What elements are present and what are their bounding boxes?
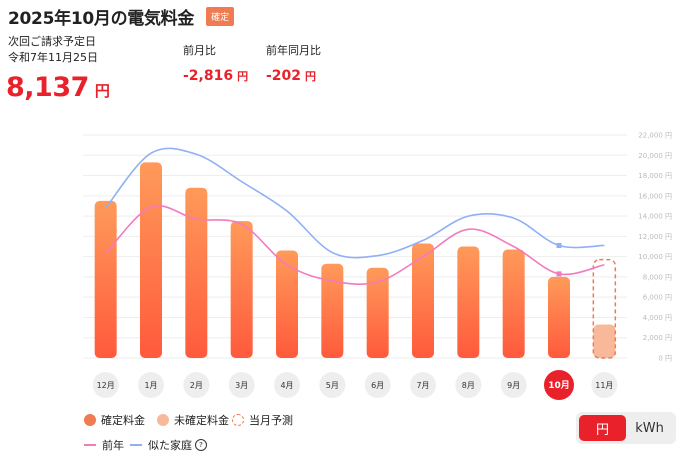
legend-confirmed-label: 確定料金 xyxy=(101,414,145,427)
confirmed-bar[interactable] xyxy=(366,267,389,358)
billing-info: 次回ご請求予定日 令和7年11月25日 xyxy=(8,34,98,66)
month-chip[interactable] xyxy=(500,372,527,398)
y-tick-label: 22,000 円 xyxy=(638,132,672,140)
x-tick-label[interactable]: 1月 xyxy=(144,381,157,390)
legend-unconfirmed: 未確定料金 xyxy=(157,412,229,428)
legend-similar: 似た家庭 ? xyxy=(130,437,207,453)
y-tick-label: 6,000 円 xyxy=(643,294,672,302)
y-tick-label: 0 円 xyxy=(658,355,672,363)
similar-homes-point xyxy=(556,242,562,248)
x-tick-label[interactable]: 11月 xyxy=(595,381,613,390)
mom-value: -2,816 xyxy=(183,68,234,84)
forecast-dashed-icon xyxy=(232,414,244,426)
total-amount: 8,137 円 xyxy=(6,72,110,103)
confirmed-bar[interactable] xyxy=(230,221,253,358)
confirmed-bar[interactable] xyxy=(412,243,434,358)
y-tick-label: 16,000 円 xyxy=(638,192,672,200)
amount-value: 8,137 xyxy=(6,72,89,103)
y-tick-label: 2,000 円 xyxy=(643,334,672,342)
month-chip[interactable] xyxy=(274,372,300,398)
confirmed-bar[interactable] xyxy=(276,250,298,358)
confirmed-bar[interactable] xyxy=(548,276,570,358)
mom-unit: 円 xyxy=(237,70,249,83)
unit-toggle: 円 kWh xyxy=(576,412,676,444)
mom-label: 前月比 xyxy=(183,44,216,57)
year-over-year: 前年同月比 -202 円 xyxy=(266,42,321,84)
next-billing-date: 令和7年11月25日 xyxy=(8,51,98,64)
month-chip[interactable] xyxy=(410,372,436,398)
legend-prev-year: 前年 xyxy=(84,437,124,453)
prev-year-line-icon xyxy=(84,444,96,446)
confirmed-bar[interactable] xyxy=(502,249,525,358)
confirmed-dot-icon xyxy=(84,414,96,426)
unconfirmed-dot-icon xyxy=(157,414,169,426)
x-tick-label[interactable]: 8月 xyxy=(462,381,475,390)
legend-forecast-label: 当月予測 xyxy=(249,414,293,427)
y-tick-label: 12,000 円 xyxy=(638,233,672,241)
month-chip[interactable] xyxy=(364,372,391,398)
month-chip[interactable] xyxy=(319,372,346,398)
help-icon[interactable]: ? xyxy=(195,439,207,451)
x-tick-label[interactable]: 12月 xyxy=(97,381,115,390)
month-chip[interactable] xyxy=(544,370,574,400)
legend-confirmed: 確定料金 xyxy=(84,412,145,428)
y-tick-label: 4,000 円 xyxy=(643,314,672,322)
y-tick-label: 20,000 円 xyxy=(638,152,672,160)
month-chip[interactable] xyxy=(138,372,164,398)
yoy-value: -202 xyxy=(266,68,302,84)
y-tick-label: 18,000 円 xyxy=(638,172,672,180)
month-chip[interactable] xyxy=(591,372,618,398)
confirmed-bar[interactable] xyxy=(321,263,344,358)
y-tick-label: 8,000 円 xyxy=(643,273,672,281)
x-tick-label[interactable]: 9月 xyxy=(507,381,520,390)
confirmed-bar[interactable] xyxy=(140,162,162,358)
amount-unit: 円 xyxy=(94,82,110,100)
month-chip[interactable] xyxy=(183,372,210,398)
title-row: 2025年10月の電気料金 確定 xyxy=(8,4,235,29)
legend-unconfirmed-label: 未確定料金 xyxy=(174,414,229,427)
legend-forecast: 当月予測 xyxy=(232,412,293,428)
y-tick-label: 14,000 円 xyxy=(638,213,672,221)
forecast-bar[interactable] xyxy=(592,258,617,359)
page-title: 2025年10月の電気料金 xyxy=(8,9,195,29)
x-tick-label[interactable]: 6月 xyxy=(371,381,384,390)
confirmed-bar[interactable] xyxy=(457,246,480,359)
x-tick-label[interactable]: 3月 xyxy=(235,381,248,390)
confirmed-bar[interactable] xyxy=(185,187,208,358)
bill-chart: 0 円 2,000 円 4,000 円 6,000 円 8,000 円 10,000 円 1… xyxy=(83,132,672,400)
prev-year-point xyxy=(556,271,562,277)
month-chip[interactable] xyxy=(92,372,119,398)
similar-homes-line xyxy=(105,147,605,259)
y-tick-label: 10,000 円 xyxy=(638,253,672,261)
yoy-unit: 円 xyxy=(305,70,317,83)
x-tick-label[interactable]: 5月 xyxy=(326,381,339,390)
kwh-toggle-button[interactable]: kWh xyxy=(635,420,664,436)
unconfirmed-bar[interactable] xyxy=(593,324,616,358)
x-tick-label[interactable]: 2月 xyxy=(190,381,203,390)
x-tick-label[interactable]: 7月 xyxy=(416,381,429,390)
status-badge: 確定 xyxy=(206,7,235,26)
month-chip[interactable] xyxy=(455,372,482,398)
legend-similar-label: 似た家庭 xyxy=(148,439,192,452)
confirmed-bar[interactable] xyxy=(94,200,117,358)
next-billing-label: 次回ご請求予定日 xyxy=(8,35,96,48)
x-tick-label[interactable]: 10月 xyxy=(548,380,570,391)
similar-line-icon xyxy=(130,444,142,446)
x-tick-label[interactable]: 4月 xyxy=(280,381,293,390)
month-chip[interactable] xyxy=(228,372,255,398)
month-over-month: 前月比 -2,816 円 xyxy=(183,42,248,84)
prev-year-line xyxy=(105,204,605,285)
yoy-label: 前年同月比 xyxy=(266,44,321,57)
legend-prev-year-label: 前年 xyxy=(102,439,124,452)
yen-toggle-button[interactable]: 円 xyxy=(579,415,626,441)
